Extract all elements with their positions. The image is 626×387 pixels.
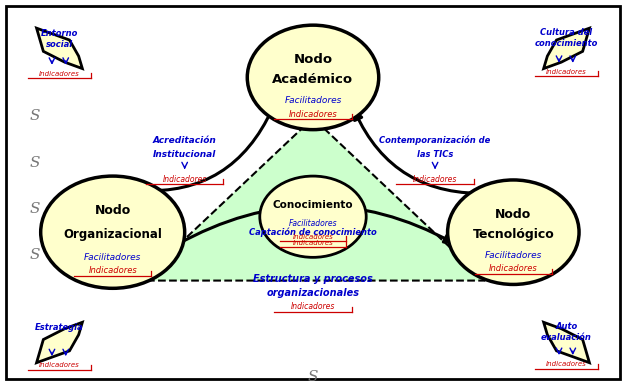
Ellipse shape (247, 25, 379, 130)
Text: Indicadores: Indicadores (39, 70, 80, 77)
Text: Contemporanización de: Contemporanización de (379, 136, 491, 145)
Text: Institucional: Institucional (153, 150, 217, 159)
Text: Indicadores: Indicadores (163, 175, 207, 184)
Text: Organizacional: Organizacional (63, 228, 162, 241)
Text: Tecnológico: Tecnológico (473, 228, 554, 241)
Text: Indicadores: Indicadores (546, 361, 587, 367)
Text: Académico: Académico (272, 73, 354, 86)
Text: Indicadores: Indicadores (292, 240, 334, 246)
Ellipse shape (448, 180, 579, 284)
Text: social: social (46, 40, 73, 49)
Text: S: S (29, 202, 39, 216)
Text: Indicadores: Indicadores (546, 68, 587, 75)
FancyArrowPatch shape (354, 112, 491, 194)
FancyArrowPatch shape (177, 205, 452, 245)
Text: Facilitadores: Facilitadores (289, 219, 337, 228)
Text: Cultura del: Cultura del (540, 28, 593, 38)
Polygon shape (141, 118, 485, 281)
Text: Indicadores: Indicadores (413, 175, 457, 184)
Polygon shape (543, 322, 590, 363)
Text: Estructura y procesos: Estructura y procesos (253, 274, 373, 284)
Text: las TICs: las TICs (417, 150, 453, 159)
Ellipse shape (41, 176, 185, 288)
Polygon shape (36, 28, 83, 68)
Text: Indicadores: Indicadores (291, 302, 335, 312)
Text: S: S (29, 156, 39, 170)
Text: conocimiento: conocimiento (535, 39, 598, 48)
Text: Auto: Auto (555, 322, 578, 331)
Text: Indicadores: Indicadores (489, 264, 538, 274)
Text: Conocimiento: Conocimiento (273, 200, 353, 210)
Polygon shape (36, 322, 83, 363)
Polygon shape (543, 28, 590, 68)
Text: Nodo: Nodo (95, 204, 131, 217)
FancyArrowPatch shape (140, 109, 272, 195)
Text: Facilitadores: Facilitadores (84, 253, 141, 262)
Text: S: S (29, 248, 39, 262)
Text: Acreditación: Acreditación (153, 136, 217, 145)
Text: Entorno: Entorno (41, 29, 78, 38)
Text: Indicadores: Indicadores (88, 266, 137, 276)
Text: S: S (308, 370, 318, 384)
Ellipse shape (260, 176, 366, 257)
Text: organizacionales: organizacionales (267, 288, 359, 298)
Text: Facilitadores: Facilitadores (485, 251, 542, 260)
Text: Indicadores: Indicadores (289, 110, 337, 119)
Text: Captación de conocimiento: Captación de conocimiento (249, 228, 377, 237)
Text: Estrategia: Estrategia (35, 323, 84, 332)
Text: S: S (29, 109, 39, 123)
Text: evaluación: evaluación (541, 332, 592, 342)
Text: Indicadores: Indicadores (292, 234, 334, 240)
Text: Indicadores: Indicadores (39, 362, 80, 368)
Text: Nodo: Nodo (495, 208, 531, 221)
Text: Nodo: Nodo (294, 53, 332, 67)
Text: Facilitadores: Facilitadores (284, 96, 342, 105)
